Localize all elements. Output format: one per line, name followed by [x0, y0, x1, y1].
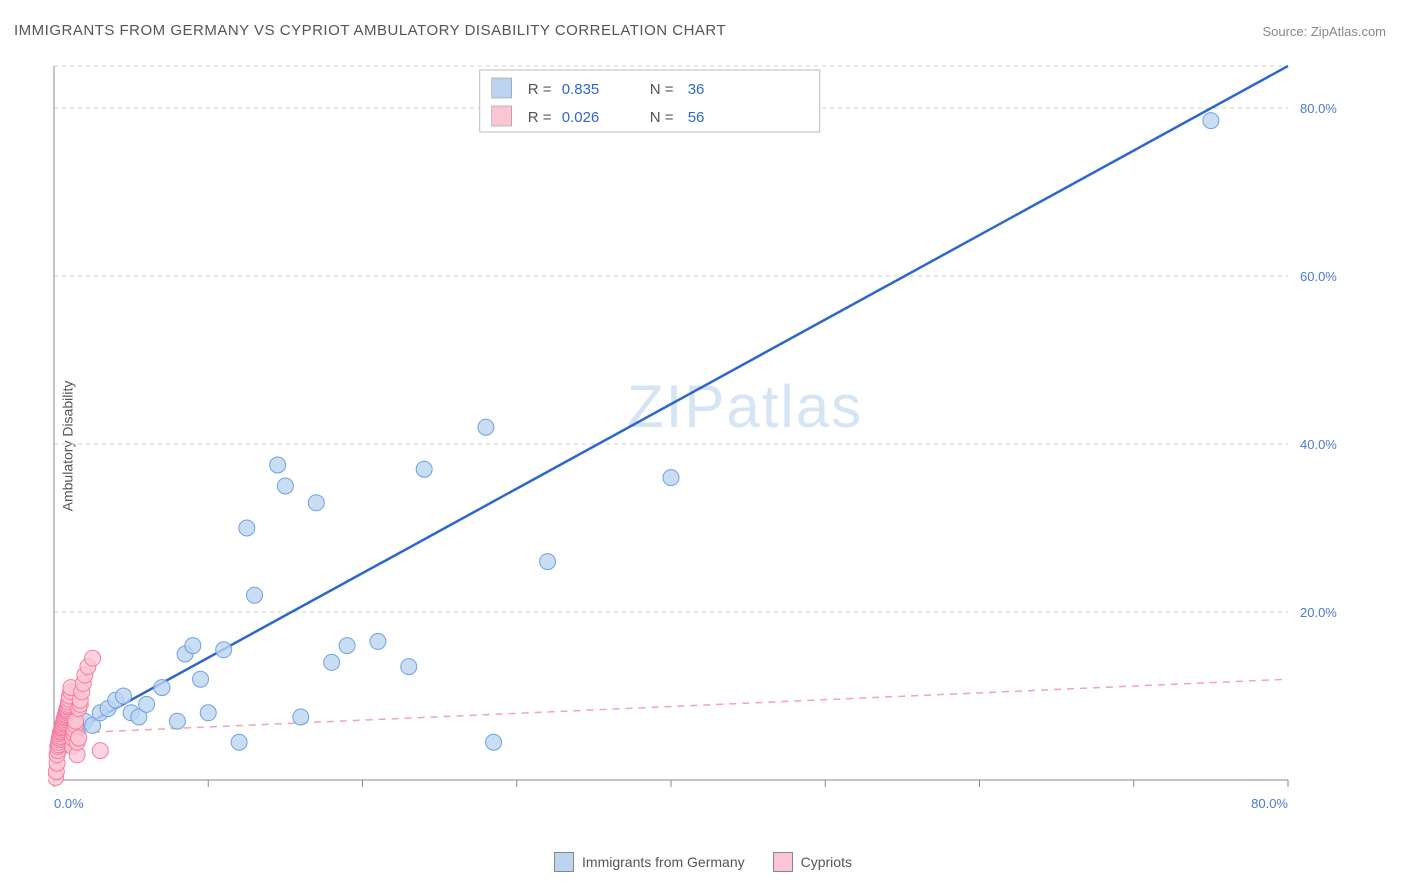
scatter-svg: 0.0% 80.0% 20.0% 40.0% 60.0% 80.0% ZIPatlas R =… — [48, 60, 1358, 820]
legend-item-germany: Immigrants from Germany — [554, 852, 745, 872]
svg-text:60.0%: 60.0% — [1300, 269, 1337, 284]
svg-text:N =: N = — [650, 81, 674, 98]
source-credit: Source: ZipAtlas.com — [1262, 24, 1386, 39]
svg-text:0.835: 0.835 — [562, 81, 600, 98]
svg-text:36: 36 — [688, 81, 705, 98]
svg-text:N =: N = — [650, 109, 674, 126]
legend-label: Cypriots — [801, 854, 852, 870]
legend-swatch-blue — [554, 852, 574, 872]
svg-text:0.0%: 0.0% — [54, 796, 84, 811]
svg-text:20.0%: 20.0% — [1300, 605, 1337, 620]
svg-text:56: 56 — [688, 109, 705, 126]
svg-text:R =: R = — [528, 109, 552, 126]
svg-text:ZIPatlas: ZIPatlas — [627, 373, 863, 440]
svg-text:80.0%: 80.0% — [1300, 101, 1337, 116]
svg-text:R =: R = — [528, 81, 552, 98]
legend-bottom: Immigrants from Germany Cypriots — [554, 852, 852, 872]
legend-swatch-pink — [773, 852, 793, 872]
plot-area: 0.0% 80.0% 20.0% 40.0% 60.0% 80.0% ZIPatlas R =… — [48, 60, 1358, 820]
svg-text:40.0%: 40.0% — [1300, 437, 1337, 452]
legend-label: Immigrants from Germany — [582, 854, 745, 870]
svg-text:80.0%: 80.0% — [1251, 796, 1288, 811]
chart-container: IMMIGRANTS FROM GERMANY VS CYPRIOT AMBUL… — [0, 0, 1406, 892]
chart-title: IMMIGRANTS FROM GERMANY VS CYPRIOT AMBUL… — [14, 22, 726, 39]
legend-item-cypriots: Cypriots — [773, 852, 852, 872]
svg-text:0.026: 0.026 — [562, 109, 600, 126]
